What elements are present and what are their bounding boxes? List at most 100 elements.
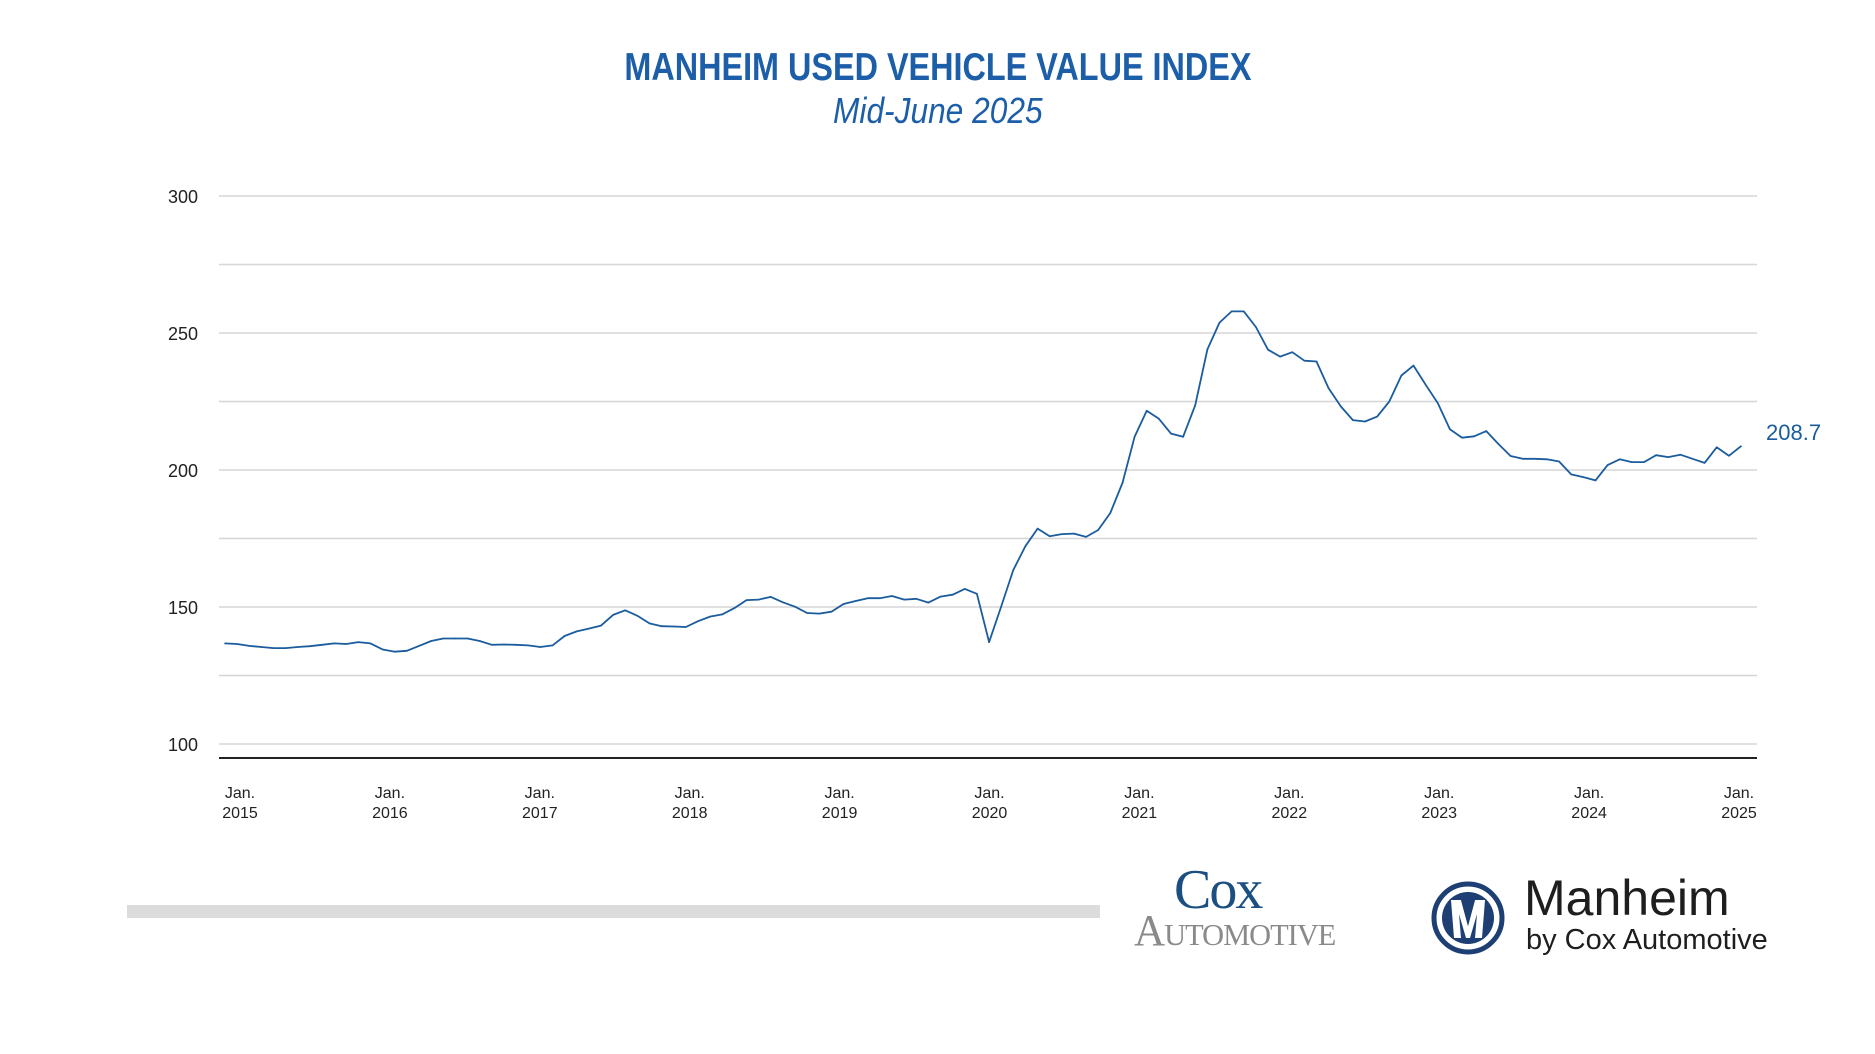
data-point (769, 596, 772, 598)
data-point (1339, 405, 1342, 408)
data-point (1631, 461, 1633, 463)
data-point (1509, 455, 1512, 457)
data-point (697, 620, 699, 623)
data-point (1618, 458, 1621, 461)
data-point (1182, 436, 1184, 438)
data-point (1133, 436, 1136, 438)
data-points (224, 310, 1742, 653)
data-point (454, 637, 457, 640)
data-point (1521, 457, 1524, 460)
data-point (1352, 419, 1354, 421)
x-tick-month: Jan. (1574, 785, 1604, 802)
data-point (1279, 355, 1281, 358)
data-point (624, 609, 627, 612)
data-point (1073, 532, 1075, 535)
x-tick-year: 2025 (1721, 805, 1757, 822)
data-point (1291, 351, 1294, 353)
data-point (321, 644, 323, 646)
data-point (1376, 415, 1378, 418)
data-point (236, 643, 238, 645)
data-point (939, 595, 942, 598)
data-point (1036, 527, 1039, 530)
data-point (1424, 383, 1427, 386)
data-point (381, 648, 384, 651)
data-point (345, 643, 348, 645)
data-point (806, 612, 808, 614)
data-point (466, 637, 469, 640)
data-point (757, 598, 760, 601)
data-point (1473, 435, 1475, 438)
y-tick-label: 100 (168, 735, 198, 755)
data-point (915, 597, 918, 600)
x-tick-year: 2024 (1571, 805, 1607, 822)
data-point (733, 607, 736, 609)
data-point (1485, 430, 1488, 432)
data-point (1449, 428, 1451, 430)
x-tick-month: Jan. (1724, 785, 1754, 802)
data-point (964, 588, 966, 590)
data-point (575, 630, 578, 633)
data-point (1691, 457, 1694, 460)
data-point (842, 603, 845, 605)
data-point (588, 627, 590, 630)
x-tick-year: 2020 (972, 805, 1008, 822)
data-point (1061, 533, 1063, 535)
data-point (369, 642, 372, 645)
data-point (515, 644, 517, 646)
data-point (879, 597, 881, 600)
chart-title: MANHEIM USED VEHICLE VALUE INDEX (624, 46, 1252, 89)
data-point (357, 641, 360, 643)
data-point (1194, 404, 1197, 407)
data-point (1255, 326, 1257, 328)
chart-subtitle: Mid-June 2025 (833, 90, 1043, 131)
data-point (830, 610, 833, 613)
y-axis-ticks: 100 150 200 250 300 (168, 187, 198, 755)
data-point (1158, 417, 1160, 420)
data-point (648, 622, 651, 625)
data-point (418, 645, 420, 647)
data-point (685, 626, 687, 628)
data-point (248, 645, 251, 647)
manheim-m-icon (1431, 881, 1505, 955)
x-tick-year: 2018 (672, 805, 708, 822)
data-point (1703, 462, 1706, 464)
data-point (1606, 464, 1609, 466)
data-point (1315, 360, 1318, 363)
data-point (478, 640, 481, 642)
data-point (1570, 473, 1573, 476)
data-point (794, 605, 796, 608)
data-point (1594, 479, 1597, 482)
gridlines (219, 195, 1757, 745)
data-point (600, 624, 602, 627)
x-tick-month: Jan. (225, 785, 255, 802)
x-tick-year: 2019 (822, 805, 858, 822)
data-point (1170, 432, 1172, 435)
data-point (1085, 536, 1087, 538)
data-point (951, 593, 954, 596)
data-point (1024, 545, 1027, 547)
cox-automotive-logo: Cox Automotive (1134, 862, 1404, 962)
x-tick-year: 2022 (1272, 805, 1308, 822)
data-point (563, 635, 566, 637)
data-point (393, 650, 396, 653)
data-point (551, 644, 554, 647)
y-tick-label: 150 (168, 598, 198, 618)
x-tick-year: 2023 (1421, 805, 1457, 822)
data-point (988, 641, 990, 643)
data-point (1546, 458, 1548, 461)
data-point (430, 640, 432, 642)
data-point (745, 599, 748, 601)
data-point (1097, 529, 1100, 531)
data-point (1728, 454, 1730, 457)
data-point (503, 643, 505, 646)
x-tick-year: 2015 (222, 805, 258, 822)
x-tick-month: Jan. (1124, 785, 1154, 802)
data-point (709, 615, 711, 618)
data-point (1303, 359, 1306, 362)
data-point (1012, 569, 1015, 571)
x-tick-month: Jan. (375, 785, 405, 802)
data-point (260, 646, 263, 648)
data-point (284, 647, 287, 649)
data-point (1000, 605, 1002, 608)
x-tick-month: Jan. (974, 785, 1004, 802)
